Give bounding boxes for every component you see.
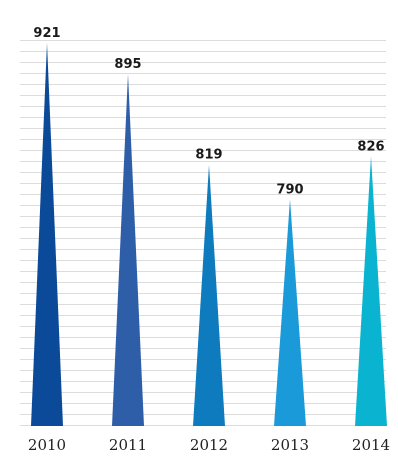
bar-2012 xyxy=(193,164,225,426)
value-label-2011: 895 xyxy=(114,57,141,72)
bar-2011 xyxy=(112,74,144,427)
x-tick-label-2010: 2010 xyxy=(28,436,66,454)
bar-2014 xyxy=(355,156,387,426)
value-label-2013: 790 xyxy=(276,182,303,197)
value-label-2010: 921 xyxy=(33,26,60,41)
x-tick-labels: 2010 2011 2012 2013 2014 xyxy=(28,436,390,454)
x-tick-label-2014: 2014 xyxy=(352,436,390,454)
value-label-2014: 826 xyxy=(357,139,384,154)
x-tick-label-2012: 2012 xyxy=(190,436,228,454)
x-tick-label-2013: 2013 xyxy=(271,436,309,454)
value-labels: 921 895 819 790 826 xyxy=(33,26,384,197)
value-label-2012: 819 xyxy=(195,148,222,163)
bar-2013 xyxy=(274,199,306,426)
x-tick-label-2011: 2011 xyxy=(109,436,147,454)
bars xyxy=(31,43,387,427)
bar-2010 xyxy=(31,43,63,426)
